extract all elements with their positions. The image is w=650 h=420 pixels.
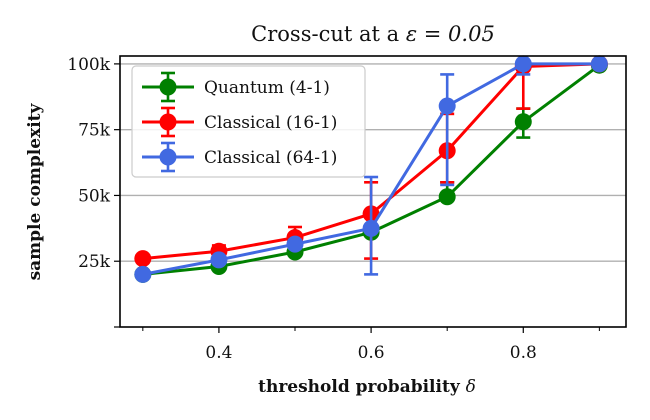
data-point xyxy=(286,235,304,253)
chart-title: Cross-cut at a ε = 0.05 xyxy=(251,22,495,46)
legend-marker xyxy=(159,148,177,166)
x-tick-label: 0.8 xyxy=(510,343,537,363)
data-point xyxy=(438,97,456,115)
y-axis-label: sample complexity xyxy=(25,102,45,280)
legend-marker xyxy=(159,113,177,131)
x-axis-label-symbol: δ xyxy=(466,377,476,397)
data-point xyxy=(362,219,380,237)
x-tick-label: 0.4 xyxy=(205,343,232,363)
x-tick-label: 0.6 xyxy=(358,343,385,363)
x-axis-label: threshold probability δ xyxy=(258,377,476,397)
y-tick-label: 75k xyxy=(78,121,111,141)
data-point xyxy=(134,265,152,283)
x-axis-label-text: threshold probability xyxy=(258,377,461,397)
chart-title-math: ε = 0.05 xyxy=(406,22,495,46)
series-layer xyxy=(134,55,608,283)
data-point xyxy=(438,188,456,206)
data-point xyxy=(590,55,608,73)
legend-label: Classical (64-1) xyxy=(204,148,337,168)
legend-label: Quantum (4-1) xyxy=(204,78,330,98)
data-point xyxy=(514,113,532,131)
data-point xyxy=(210,251,228,269)
y-tick-label: 100k xyxy=(67,55,110,75)
series-2 xyxy=(134,55,608,283)
legend-label: Classical (16-1) xyxy=(204,113,337,133)
legend-marker xyxy=(159,78,177,96)
legend: Quantum (4-1) Classical (16-1) Classical (… xyxy=(131,65,366,178)
chart-title-prefix: Cross-cut at a xyxy=(251,22,399,46)
legend-box xyxy=(131,65,366,178)
y-tick-label: 25k xyxy=(78,252,111,272)
y-tick-label: 50k xyxy=(78,186,111,206)
axes-layer: 25k 50k 75k 100k 0.4 0.6 0.8 xyxy=(67,55,600,363)
data-point xyxy=(134,250,152,268)
data-point xyxy=(514,55,532,73)
plot-frame xyxy=(119,55,627,328)
